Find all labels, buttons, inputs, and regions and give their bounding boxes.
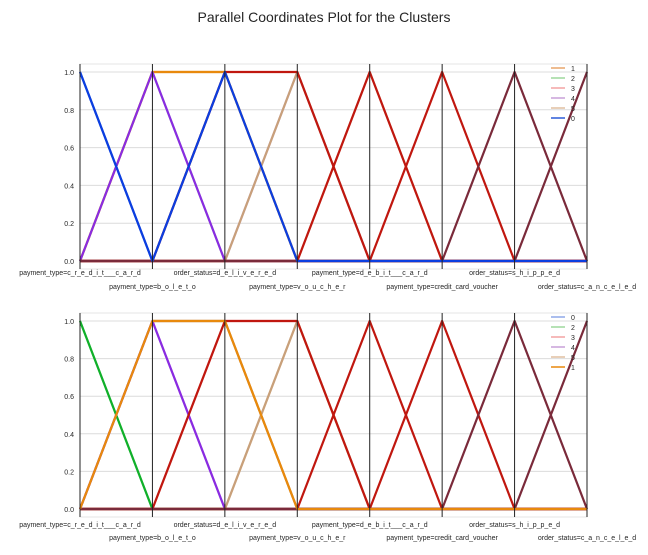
axis-category-label: payment_type=b_o_l_e_t_o xyxy=(109,535,196,542)
legend-entry: 0 xyxy=(571,315,575,322)
y-tick-label: 0.8 xyxy=(64,357,74,364)
y-tick-label: 0.2 xyxy=(64,469,74,476)
legend-entry: 5 xyxy=(571,106,575,113)
y-tick-label: 0.4 xyxy=(64,183,74,190)
series-line xyxy=(78,319,587,511)
axis-category-label: payment_type=d_e_b_i_t___c_a_r_d xyxy=(312,522,428,529)
axis-category-label: order_status=s_h_i_p_p_e_d xyxy=(469,522,560,529)
legend-entry: 5 xyxy=(571,355,575,362)
legend-entry: 3 xyxy=(571,335,575,342)
legend-entry: 2 xyxy=(571,76,575,83)
y-tick-label: 0.8 xyxy=(64,108,74,115)
parallel-plot-bottom: 0.0 0.2 0.4 0.6 0.8 1.0 payment_type=c_r_e_d_i… xyxy=(19,312,636,542)
chart-title: Parallel Coordinates Plot for the Cluste… xyxy=(198,9,451,25)
legend-entry: 2 xyxy=(571,325,575,332)
y-tick-label: 0.4 xyxy=(64,432,74,439)
y-tick-label: 1.0 xyxy=(64,70,74,77)
y-tick-label: 0.2 xyxy=(64,221,74,228)
series-line xyxy=(78,70,587,263)
axis-category-label: payment_type=v_o_u_c_h_e_r xyxy=(249,535,346,542)
axis-category-label: payment_type=d_e_b_i_t___c_a_r_d xyxy=(312,270,428,277)
axis-category-label: payment_type=c_r_e_d_i_t___c_a_r_d xyxy=(19,270,141,277)
axis-category-label: order_status=d_e_l_i_v_e_r_e_d xyxy=(174,522,277,529)
legend-entry: 4 xyxy=(571,345,575,352)
axis-category-label: order_status=c_a_n_c_e_l_e_d xyxy=(538,284,636,291)
y-tick-label: 0.6 xyxy=(64,394,74,401)
parallel-plot-top: 0.0 0.2 0.4 0.6 0.8 1.0 payment_type=c_r_e_d_i… xyxy=(19,63,636,291)
y-tick-label: 0.6 xyxy=(64,146,74,153)
legend-entry: 0 xyxy=(571,116,575,123)
axis-category-label: order_status=c_a_n_c_e_l_e_d xyxy=(538,535,636,542)
axis-category-label: order_status=d_e_l_i_v_e_r_e_d xyxy=(174,270,277,277)
y-tick-label: 0.0 xyxy=(64,507,74,514)
axis-category-label: payment_type=credit_card_voucher xyxy=(386,535,498,542)
axis-category-label: payment_type=credit_card_voucher xyxy=(386,284,498,291)
axis-category-label: payment_type=b_o_l_e_t_o xyxy=(109,284,196,291)
y-tick-label: 1.0 xyxy=(64,319,74,326)
legend-entry: 3 xyxy=(571,86,575,93)
axis-category-label: payment_type=v_o_u_c_h_e_r xyxy=(249,284,346,291)
axis-category-label: order_status=s_h_i_p_p_e_d xyxy=(469,270,560,277)
legend-entry: 1 xyxy=(571,66,575,73)
legend-entry: 1 xyxy=(571,365,575,372)
legend-entry: 4 xyxy=(571,96,575,103)
axis-category-label: payment_type=c_r_e_d_i_t___c_a_r_d xyxy=(19,522,141,529)
y-tick-label: 0.0 xyxy=(64,259,74,266)
